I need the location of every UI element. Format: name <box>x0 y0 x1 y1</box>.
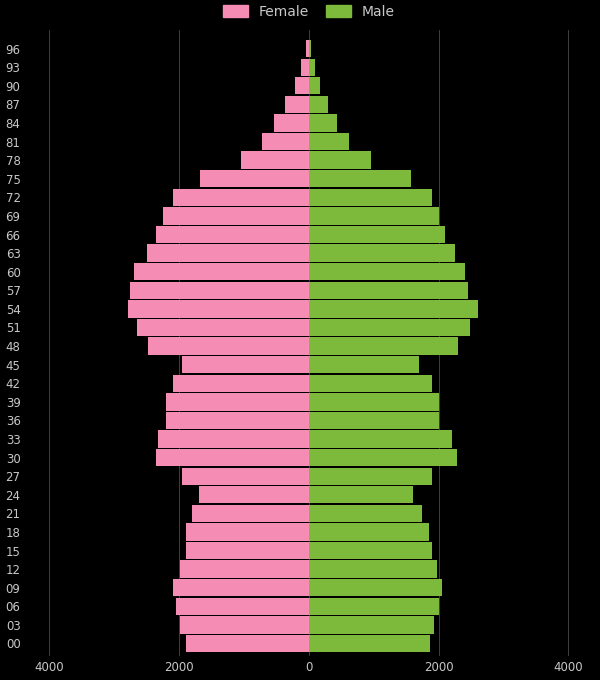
Bar <box>137 319 309 336</box>
Bar <box>158 430 309 447</box>
Legend: Female, Male: Female, Male <box>217 0 401 24</box>
Bar <box>309 77 320 95</box>
Bar <box>182 468 309 485</box>
Bar <box>182 356 309 373</box>
Bar <box>309 96 328 113</box>
Bar <box>185 542 309 559</box>
Bar <box>305 40 309 57</box>
Bar <box>309 393 439 411</box>
Bar <box>295 77 309 95</box>
Bar <box>173 188 309 206</box>
Bar <box>309 319 470 336</box>
Bar <box>309 207 439 224</box>
Bar <box>309 635 430 652</box>
Bar <box>128 300 309 318</box>
Bar <box>309 170 412 188</box>
Bar <box>241 152 309 169</box>
Bar <box>309 542 432 559</box>
Bar <box>309 430 452 447</box>
Bar <box>309 616 434 634</box>
Bar <box>309 263 464 280</box>
Bar <box>309 598 439 615</box>
Bar <box>309 300 478 318</box>
Bar <box>309 58 315 76</box>
Bar <box>309 114 337 132</box>
Bar <box>176 598 309 615</box>
Bar <box>166 393 309 411</box>
Bar <box>185 635 309 652</box>
Bar <box>309 468 432 485</box>
Bar <box>309 188 432 206</box>
Bar <box>199 486 309 503</box>
Bar <box>309 133 349 150</box>
Bar <box>309 356 419 373</box>
Bar <box>185 524 309 541</box>
Bar <box>309 337 458 355</box>
Bar <box>309 486 413 503</box>
Bar <box>309 375 432 392</box>
Bar <box>173 579 309 596</box>
Bar <box>309 226 445 243</box>
Bar <box>148 337 309 355</box>
Bar <box>309 524 429 541</box>
Bar <box>309 282 468 299</box>
Bar <box>146 244 309 262</box>
Bar <box>309 412 439 429</box>
Bar <box>301 58 309 76</box>
Bar <box>163 207 309 224</box>
Bar <box>181 616 309 634</box>
Bar <box>309 244 455 262</box>
Bar <box>309 40 311 57</box>
Bar <box>181 560 309 578</box>
Bar <box>262 133 309 150</box>
Bar <box>192 505 309 522</box>
Bar <box>173 375 309 392</box>
Bar <box>309 505 422 522</box>
Bar <box>130 282 309 299</box>
Bar <box>285 96 309 113</box>
Bar <box>274 114 309 132</box>
Bar <box>309 560 437 578</box>
Bar <box>157 449 309 466</box>
Bar <box>309 449 457 466</box>
Bar <box>309 152 371 169</box>
Bar <box>157 226 309 243</box>
Bar <box>166 412 309 429</box>
Bar <box>309 579 442 596</box>
Bar <box>134 263 309 280</box>
Bar <box>200 170 309 188</box>
